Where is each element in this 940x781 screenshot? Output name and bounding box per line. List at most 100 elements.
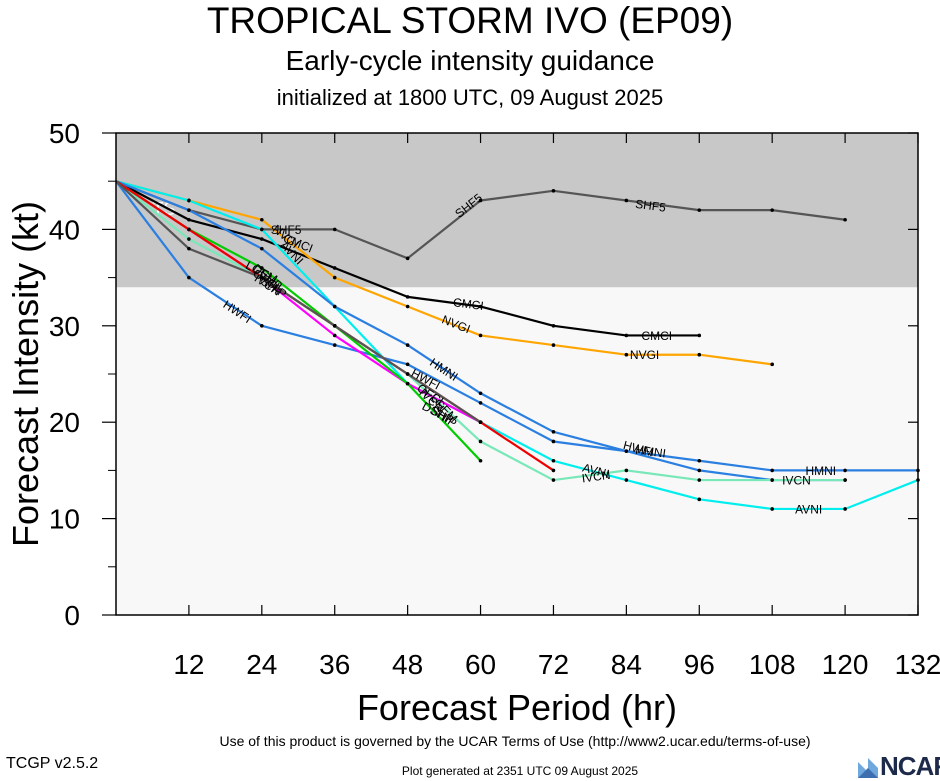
y-axis-label: Forecast Intensity (kt) bbox=[5, 201, 46, 547]
data-point bbox=[187, 275, 191, 280]
data-point bbox=[260, 266, 264, 270]
data-point bbox=[697, 333, 702, 338]
series-label-text: AVNI bbox=[581, 461, 611, 481]
y-tick-label: 20 bbox=[49, 407, 80, 438]
data-point bbox=[843, 507, 847, 511]
data-point bbox=[187, 208, 191, 212]
x-tick-label: 48 bbox=[392, 649, 423, 680]
data-point bbox=[478, 333, 483, 338]
x-tick-label: 36 bbox=[319, 649, 350, 680]
data-point bbox=[405, 295, 410, 299]
series-label-text: AVNI bbox=[795, 502, 822, 516]
series-label: AVNI bbox=[795, 502, 822, 516]
data-point bbox=[624, 352, 629, 357]
data-point bbox=[187, 237, 191, 241]
x-tick-label: 72 bbox=[538, 649, 569, 680]
series-label: AVNI bbox=[581, 461, 611, 481]
data-point bbox=[478, 458, 483, 463]
data-point bbox=[624, 449, 629, 453]
data-point bbox=[551, 478, 556, 482]
ncar-logo: NCAR bbox=[856, 752, 940, 780]
series-label: HMNI bbox=[805, 464, 836, 478]
series-label-text: IVCN bbox=[581, 468, 611, 486]
x-tick-label: 84 bbox=[611, 649, 642, 680]
data-point bbox=[405, 256, 410, 261]
data-point bbox=[551, 343, 556, 347]
data-point bbox=[551, 439, 556, 444]
data-point bbox=[260, 246, 264, 251]
series-label-text: CMCI bbox=[641, 329, 672, 343]
x-tick-label: 12 bbox=[173, 649, 204, 680]
data-point bbox=[697, 352, 702, 357]
y-tick-label: 40 bbox=[49, 214, 80, 245]
data-point bbox=[405, 362, 410, 367]
data-point bbox=[551, 468, 556, 473]
series-label: SHF5 bbox=[271, 223, 302, 237]
data-point bbox=[478, 420, 483, 425]
data-point bbox=[770, 468, 774, 473]
data-point bbox=[770, 362, 774, 367]
data-point bbox=[478, 401, 483, 405]
terms-of-use: Use of this product is governed by the U… bbox=[219, 733, 811, 749]
data-point bbox=[624, 478, 629, 482]
y-tick-label: 50 bbox=[49, 118, 80, 149]
data-point bbox=[187, 198, 191, 203]
data-point bbox=[260, 217, 264, 222]
x-axis-label: Forecast Period (hr) bbox=[357, 687, 677, 728]
data-point bbox=[697, 208, 702, 212]
data-point bbox=[187, 227, 191, 232]
data-point bbox=[187, 246, 191, 251]
data-point bbox=[770, 478, 774, 482]
data-point bbox=[551, 189, 556, 193]
data-point bbox=[770, 507, 774, 511]
series-label: SHF5 bbox=[634, 197, 667, 215]
generated-time: Plot generated at 2351 UTC 09 August 202… bbox=[401, 764, 639, 778]
data-point bbox=[624, 198, 629, 203]
init-time: initialized at 1800 UTC, 09 August 2025 bbox=[276, 85, 664, 110]
data-point bbox=[332, 304, 337, 309]
data-point bbox=[332, 324, 337, 328]
series-label-text: HMNI bbox=[634, 443, 666, 461]
data-point bbox=[697, 468, 702, 473]
x-tick-label: 108 bbox=[749, 649, 796, 680]
data-point bbox=[187, 217, 191, 222]
data-point bbox=[770, 208, 774, 212]
series-label: HMNI bbox=[634, 443, 666, 461]
data-point bbox=[478, 198, 483, 203]
chart-subtitle: Early-cycle intensity guidance bbox=[285, 45, 655, 76]
series-label: NVGI bbox=[630, 348, 659, 362]
series-label: IVCN bbox=[581, 468, 611, 486]
series-label: CMCI bbox=[452, 295, 484, 313]
data-point bbox=[843, 478, 847, 482]
data-point bbox=[332, 275, 337, 280]
data-point bbox=[405, 372, 410, 376]
x-tick-label: 60 bbox=[465, 649, 496, 680]
series-label-text: HMNI bbox=[805, 464, 836, 478]
x-tick-label: 96 bbox=[684, 649, 715, 680]
data-point bbox=[405, 343, 410, 347]
data-point bbox=[624, 468, 629, 473]
y-tick-label: 0 bbox=[64, 600, 80, 631]
data-point bbox=[551, 430, 556, 434]
data-point bbox=[843, 217, 847, 222]
series-line-ship bbox=[115, 180, 482, 424]
x-tick-label: 120 bbox=[822, 649, 869, 680]
ncar-logo-icon bbox=[858, 758, 878, 778]
data-point bbox=[478, 391, 483, 396]
data-point bbox=[697, 497, 702, 502]
data-point bbox=[843, 468, 847, 473]
data-point bbox=[332, 227, 337, 232]
data-point bbox=[332, 343, 337, 347]
x-tick-label: 132 bbox=[895, 649, 940, 680]
data-point bbox=[260, 324, 264, 328]
data-point bbox=[478, 439, 483, 444]
y-tick-label: 30 bbox=[49, 311, 80, 342]
data-point bbox=[260, 237, 264, 241]
series-line-nvgi bbox=[115, 180, 773, 366]
series-label-text: SHF5 bbox=[271, 223, 302, 237]
data-point bbox=[697, 478, 702, 482]
data-point bbox=[697, 458, 702, 463]
series-label-text: CMCI bbox=[452, 295, 484, 313]
ncar-logo-text: NCAR bbox=[880, 751, 940, 781]
